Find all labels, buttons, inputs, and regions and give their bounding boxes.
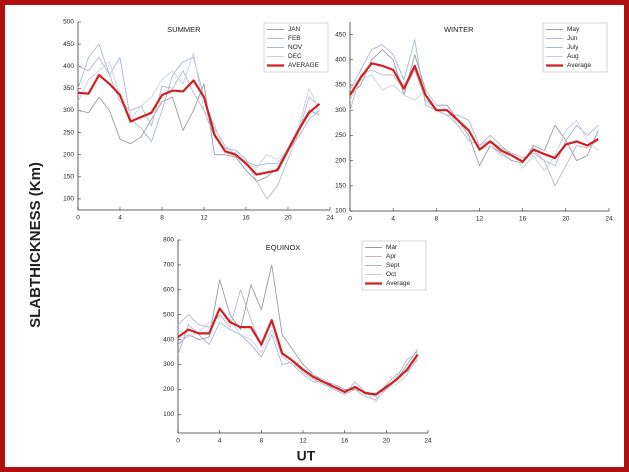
series-line bbox=[349, 69, 599, 187]
y-tick-label: 450 bbox=[63, 41, 74, 48]
y-tick-label: 500 bbox=[163, 311, 174, 318]
legend-label: May bbox=[567, 26, 580, 33]
y-tick-label: 200 bbox=[63, 151, 74, 158]
y-tick-label: 800 bbox=[163, 237, 174, 244]
y-tick-label: 350 bbox=[335, 82, 346, 89]
y-tick-label: 300 bbox=[163, 361, 174, 368]
series-line bbox=[349, 39, 599, 167]
y-tick-label: 600 bbox=[163, 287, 174, 294]
x-tick-label: 16 bbox=[242, 215, 250, 222]
y-tick-label: 100 bbox=[163, 411, 174, 418]
y-tick-label: 100 bbox=[335, 208, 346, 215]
x-tick-label: 8 bbox=[435, 216, 439, 223]
shared-x-label: UT bbox=[297, 448, 316, 464]
y-tick-label: 400 bbox=[63, 63, 74, 70]
legend-label: Jun bbox=[567, 35, 578, 42]
y-tick-label: 500 bbox=[63, 19, 74, 26]
x-tick-label: 12 bbox=[200, 215, 208, 222]
x-tick-label: 12 bbox=[476, 216, 484, 223]
series-line bbox=[77, 73, 321, 176]
x-tick-label: 4 bbox=[218, 438, 222, 445]
x-tick-label: 24 bbox=[605, 216, 613, 223]
x-tick-label: 8 bbox=[160, 215, 164, 222]
legend-label: Mar bbox=[386, 244, 398, 251]
series-line bbox=[77, 43, 320, 167]
y-tick-label: 150 bbox=[63, 174, 74, 181]
y-tick-label: 250 bbox=[335, 132, 346, 139]
legend-label: Apr bbox=[386, 253, 397, 260]
y-tick-label: 450 bbox=[335, 31, 346, 38]
series-line bbox=[177, 307, 419, 396]
x-tick-label: 4 bbox=[118, 215, 122, 222]
legend-label: Average bbox=[386, 280, 410, 287]
y-tick-label: 150 bbox=[335, 183, 346, 190]
x-tick-label: 20 bbox=[383, 438, 391, 445]
y-tick-label: 400 bbox=[163, 336, 174, 343]
x-tick-label: 12 bbox=[299, 438, 307, 445]
series-line bbox=[177, 316, 418, 403]
x-tick-label: 20 bbox=[284, 215, 292, 222]
x-tick-label: 24 bbox=[326, 215, 334, 222]
legend-box bbox=[263, 22, 329, 73]
legend-label: FEB bbox=[288, 35, 301, 42]
series-line bbox=[349, 62, 599, 163]
chart-title: EQUINOX bbox=[266, 243, 301, 252]
legend-label: July bbox=[567, 44, 579, 51]
y-tick-label: 200 bbox=[163, 386, 174, 393]
chart-title: WINTER bbox=[444, 25, 474, 34]
chart-title: SUMMER bbox=[167, 25, 201, 34]
y-tick-label: 300 bbox=[335, 107, 346, 114]
y-tick-label: 100 bbox=[63, 196, 74, 203]
legend-label: Oct bbox=[386, 271, 396, 278]
x-tick-label: 16 bbox=[341, 438, 349, 445]
x-tick-label: 8 bbox=[260, 438, 264, 445]
y-tick-label: 300 bbox=[63, 107, 74, 114]
x-tick-label: 4 bbox=[391, 216, 395, 223]
series-line bbox=[77, 52, 320, 169]
y-tick-label: 400 bbox=[335, 57, 346, 64]
legend-label: AVERAGE bbox=[288, 62, 320, 69]
legend-label: Sept bbox=[386, 262, 400, 269]
x-tick-label: 0 bbox=[76, 215, 80, 222]
series-line bbox=[349, 49, 599, 167]
legend-label: NOV bbox=[288, 44, 303, 51]
x-tick-label: 0 bbox=[176, 438, 180, 445]
series-line bbox=[177, 289, 418, 400]
legend-label: Aug bbox=[567, 53, 579, 60]
y-tick-label: 250 bbox=[63, 129, 74, 136]
shared-y-label: SLABTHICKNESS (Km) bbox=[27, 162, 44, 328]
y-tick-label: 700 bbox=[163, 262, 174, 269]
series-line bbox=[77, 56, 320, 200]
y-tick-label: 350 bbox=[63, 85, 74, 92]
x-tick-label: 0 bbox=[348, 216, 352, 223]
x-tick-label: 24 bbox=[424, 438, 432, 445]
legend-label: DEC bbox=[288, 53, 302, 60]
legend-label: Average bbox=[567, 62, 591, 69]
legend-label: JAN bbox=[288, 26, 301, 33]
y-tick-label: 200 bbox=[335, 157, 346, 164]
x-tick-label: 16 bbox=[519, 216, 527, 223]
x-tick-label: 20 bbox=[562, 216, 570, 223]
